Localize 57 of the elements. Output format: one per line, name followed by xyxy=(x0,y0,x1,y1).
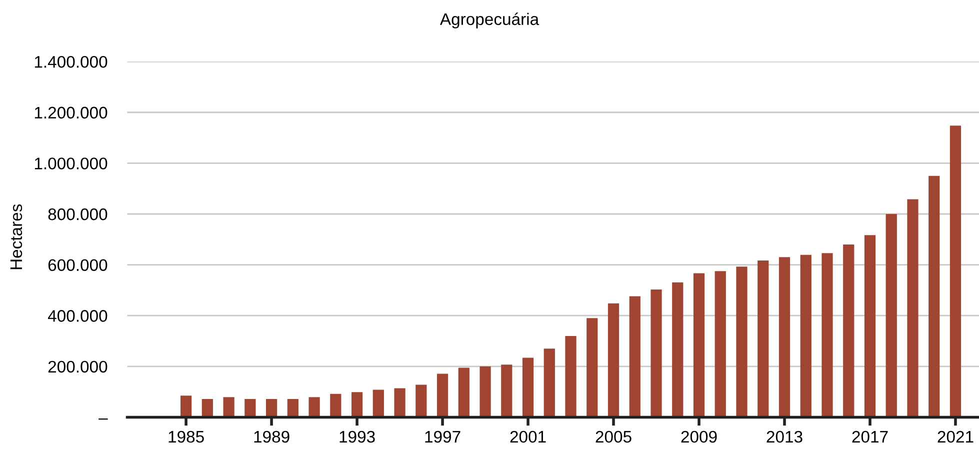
chart-title: Agropecuária xyxy=(440,12,540,28)
bar xyxy=(501,364,512,418)
bar xyxy=(907,199,918,418)
y-tick-label: 600.000 xyxy=(48,259,108,272)
bar xyxy=(800,254,812,418)
y-tick-label: – xyxy=(98,418,108,420)
y-tick-label: 400.000 xyxy=(48,310,108,322)
bar xyxy=(266,398,278,418)
x-tick-label: 2005 xyxy=(596,430,632,443)
bar xyxy=(287,398,298,418)
bar xyxy=(244,398,256,418)
bar xyxy=(522,358,534,418)
x-tick-label: 1989 xyxy=(254,430,290,443)
x-tick-label: 2001 xyxy=(510,430,546,443)
bar xyxy=(351,392,363,418)
y-tick-label: 800.000 xyxy=(48,208,108,220)
bar xyxy=(544,348,555,418)
x-tick-label: 2013 xyxy=(766,430,802,443)
y-tick-label: 1.000.000 xyxy=(34,158,108,170)
x-tick-label: 2017 xyxy=(852,430,888,443)
bar xyxy=(330,394,342,418)
bar xyxy=(693,273,705,418)
bar xyxy=(436,374,448,418)
y-axis-title: Hectares xyxy=(10,204,22,270)
x-tick-label: 1997 xyxy=(425,430,460,443)
bar xyxy=(565,336,576,418)
bar xyxy=(394,388,406,418)
y-tick-label: 200.000 xyxy=(48,360,108,373)
bar xyxy=(864,235,876,418)
bar xyxy=(822,253,833,418)
bar xyxy=(650,289,662,418)
bar xyxy=(758,260,769,418)
y-tick-label: 1.400.000 xyxy=(34,56,108,68)
x-tick-label: 1993 xyxy=(340,430,375,443)
bar xyxy=(308,397,320,418)
bar xyxy=(480,366,491,418)
bar xyxy=(928,176,940,418)
x-tick-label: 1985 xyxy=(168,430,204,443)
bar xyxy=(886,214,897,418)
bar xyxy=(843,244,854,418)
x-tick-label: 2009 xyxy=(681,430,717,443)
bar xyxy=(778,257,790,418)
bar xyxy=(736,266,748,418)
bar xyxy=(416,384,427,418)
bar xyxy=(180,396,192,418)
bar xyxy=(202,398,213,418)
y-tick-label: 1.200.000 xyxy=(34,106,108,119)
bar xyxy=(458,368,470,418)
bar xyxy=(629,296,640,418)
bar xyxy=(608,303,620,418)
bar xyxy=(586,318,598,418)
bar xyxy=(223,397,234,418)
x-tick-label: 2021 xyxy=(938,430,974,443)
bar xyxy=(672,282,684,418)
bar xyxy=(714,271,726,418)
bar xyxy=(372,390,384,418)
bar xyxy=(950,126,962,418)
